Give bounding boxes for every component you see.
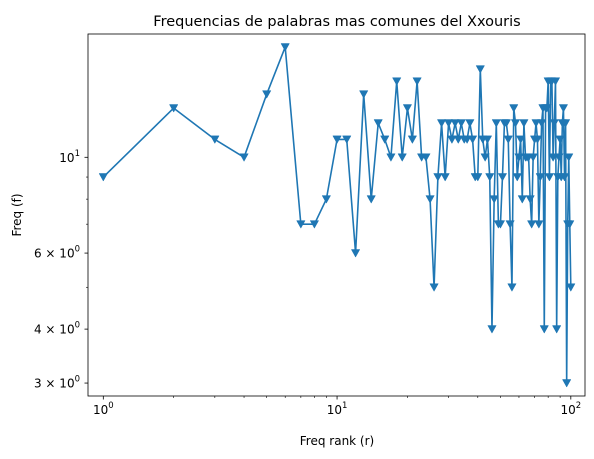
data-point-marker <box>519 119 529 128</box>
y-tick-label: 3 × 100 <box>34 375 80 391</box>
y-tick-label: 101 <box>59 149 80 165</box>
data-point-marker <box>447 135 457 144</box>
data-point-marker <box>489 195 499 204</box>
chart-title: Frequencias de palabras mas comunes del … <box>153 14 520 30</box>
data-point-marker <box>465 119 475 128</box>
axes-layer: 100 101 102 3 × 100 4 × 100 6 × 100 101 <box>34 149 581 417</box>
data-point-marker <box>507 283 517 292</box>
plot-frame <box>87 33 586 397</box>
data-point-marker <box>532 135 543 144</box>
data-point-marker <box>487 325 497 334</box>
data-point-marker <box>552 325 562 334</box>
x-tick-label: 101 <box>327 401 348 417</box>
data-point-marker <box>539 325 549 334</box>
data-point-marker <box>535 173 545 182</box>
data-point-marker <box>544 173 555 182</box>
data-point-marker <box>482 135 493 144</box>
data-point-marker <box>402 104 413 113</box>
data-point-marker <box>516 135 526 144</box>
data-point-marker <box>517 195 527 204</box>
data-point-marker <box>554 153 564 162</box>
data-point-marker <box>436 119 447 128</box>
data-point-marker <box>566 283 576 292</box>
data-point-marker <box>485 173 495 182</box>
data-point-marker <box>433 173 443 182</box>
data-point-marker <box>510 119 521 128</box>
data-point-marker <box>505 220 515 229</box>
data-point-marker <box>558 104 569 113</box>
data-point-marker <box>548 153 558 162</box>
data-point-marker <box>509 104 519 113</box>
data-point-marker <box>456 119 466 128</box>
data-point-marker <box>467 135 478 144</box>
data-point-marker <box>421 153 431 162</box>
x-axis-label: Freq rank (r) <box>300 434 374 448</box>
data-point-marker <box>564 153 574 162</box>
data-point-marker <box>262 90 272 99</box>
data-point-marker <box>562 379 572 388</box>
series-layer <box>98 43 576 388</box>
x-tick-label: 102 <box>560 401 581 417</box>
data-point-marker <box>380 135 390 144</box>
data-point-marker <box>321 195 331 204</box>
data-point-marker <box>491 119 501 128</box>
data-point-marker <box>514 153 524 162</box>
data-point-marker <box>425 195 435 204</box>
data-point-marker <box>473 173 483 182</box>
data-point-marker <box>501 119 511 128</box>
data-point-marker <box>239 153 249 162</box>
data-point-marker <box>527 220 537 229</box>
data-point-marker <box>443 119 454 128</box>
data-point-marker <box>350 249 361 258</box>
data-point-marker <box>453 135 463 144</box>
data-point-marker <box>412 77 422 86</box>
data-point-marker <box>296 220 306 229</box>
data-point-marker <box>531 119 541 128</box>
data-point-marker <box>386 153 396 162</box>
data-point-marker <box>210 135 220 144</box>
data-point-marker <box>525 195 535 204</box>
y-tick-label: 4 × 100 <box>34 321 80 337</box>
data-point-marker <box>549 119 559 128</box>
data-point-marker <box>560 119 571 128</box>
series-line <box>102 46 572 384</box>
data-point-marker <box>542 104 552 113</box>
data-point-marker <box>512 173 522 182</box>
data-point-marker <box>359 90 369 99</box>
data-point-marker <box>342 135 352 144</box>
data-point-marker <box>440 173 450 182</box>
data-point-marker <box>392 77 402 86</box>
data-point-marker <box>280 43 290 52</box>
data-point-marker <box>373 119 383 128</box>
data-point-marker <box>450 119 460 128</box>
data-point-marker <box>475 65 485 74</box>
data-point-marker <box>309 220 320 229</box>
data-point-marker <box>332 135 342 144</box>
data-point-marker <box>366 195 376 204</box>
data-point-marker <box>497 173 508 182</box>
data-point-marker <box>536 119 547 128</box>
data-point-marker <box>534 220 544 229</box>
data-point-marker <box>503 135 513 144</box>
data-point-marker <box>407 135 418 144</box>
y-axis-label: Freq (f) <box>10 193 24 236</box>
data-point-marker <box>169 104 179 113</box>
data-point-marker <box>495 220 506 229</box>
x-tick-label: 100 <box>93 401 114 417</box>
data-point-marker <box>565 220 575 229</box>
y-tick-label: 6 × 100 <box>34 245 80 261</box>
data-point-marker <box>555 135 565 144</box>
data-point-marker <box>528 153 538 162</box>
data-point-marker <box>397 153 407 162</box>
data-point-marker <box>559 173 570 182</box>
data-point-marker <box>550 77 561 86</box>
data-point-marker <box>98 173 108 182</box>
data-point-marker <box>429 283 439 292</box>
data-point-marker <box>480 153 490 162</box>
